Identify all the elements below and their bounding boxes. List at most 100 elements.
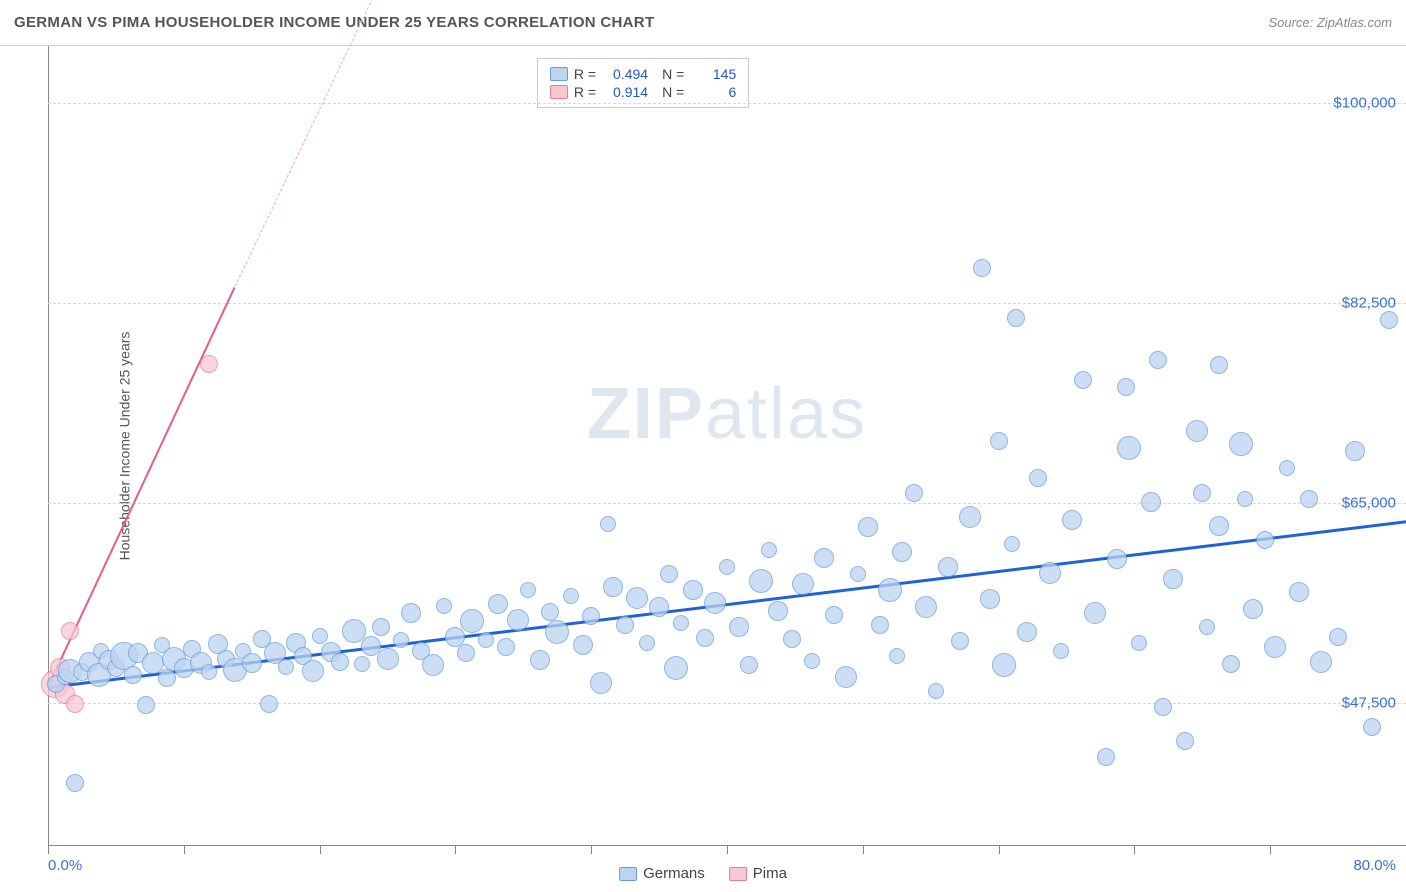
data-point-germans <box>393 632 409 648</box>
data-point-germans <box>649 597 669 617</box>
data-point-germans <box>1279 460 1295 476</box>
data-point-germans <box>66 774 84 792</box>
data-point-germans <box>1186 420 1208 442</box>
pima-r-value: 0.914 <box>602 84 648 100</box>
data-point-germans <box>992 653 1016 677</box>
data-point-germans <box>973 259 991 277</box>
data-point-germans <box>951 632 969 650</box>
y-tick-label: $47,500 <box>1342 695 1396 712</box>
data-point-germans <box>1380 311 1398 329</box>
germans-n-value: 145 <box>690 66 736 82</box>
data-point-germans <box>1062 510 1082 530</box>
data-point-germans <box>1300 490 1318 508</box>
data-point-germans <box>871 616 889 634</box>
swatch-pima <box>550 85 568 99</box>
data-point-germans <box>1163 569 1183 589</box>
data-point-germans <box>1210 356 1228 374</box>
data-point-germans <box>664 656 688 680</box>
data-point-germans <box>278 659 294 675</box>
data-point-germans <box>1289 582 1309 602</box>
swatch-germans-icon <box>619 867 637 881</box>
data-point-germans <box>858 517 878 537</box>
correlation-legend: R = 0.494 N = 145 R = 0.914 N = 6 <box>537 58 749 108</box>
data-point-germans <box>835 666 857 688</box>
data-point-germans <box>683 580 703 600</box>
data-point-germans <box>1074 371 1092 389</box>
data-point-germans <box>1229 432 1253 456</box>
data-point-germans <box>377 648 399 670</box>
data-point-germans <box>719 559 735 575</box>
data-point-germans <box>372 618 390 636</box>
x-tick <box>591 846 592 854</box>
data-point-germans <box>892 542 912 562</box>
data-point-pima <box>200 355 218 373</box>
data-point-germans <box>905 484 923 502</box>
data-point-germans <box>1264 636 1286 658</box>
pima-n-value: 6 <box>690 84 736 100</box>
data-point-germans <box>354 656 370 672</box>
y-axis-line <box>48 46 49 846</box>
legend-label-germans: Germans <box>643 865 705 882</box>
data-point-germans <box>520 582 536 598</box>
data-point-germans <box>1029 469 1047 487</box>
data-point-pima <box>61 622 79 640</box>
data-point-germans <box>312 628 328 644</box>
x-tick <box>727 846 728 854</box>
data-point-germans <box>639 635 655 651</box>
data-point-germans <box>889 648 905 664</box>
data-point-germans <box>124 666 142 684</box>
data-point-germans <box>331 653 349 671</box>
data-point-germans <box>990 432 1008 450</box>
data-point-germans <box>1117 378 1135 396</box>
legend-item-pima: Pima <box>729 865 787 882</box>
data-point-germans <box>1084 602 1106 624</box>
x-tick <box>320 846 321 854</box>
legend-item-germans: Germans <box>619 865 705 882</box>
data-point-germans <box>1039 562 1061 584</box>
data-point-germans <box>1329 628 1347 646</box>
data-point-germans <box>302 660 324 682</box>
data-point-germans <box>768 601 788 621</box>
data-point-germans <box>497 638 515 656</box>
data-point-germans <box>850 566 866 582</box>
data-point-germans <box>242 653 262 673</box>
series-legend: Germans Pima <box>619 865 787 882</box>
data-point-germans <box>1131 635 1147 651</box>
x-tick <box>184 846 185 854</box>
data-point-germans <box>422 654 444 676</box>
data-point-germans <box>783 630 801 648</box>
data-point-germans <box>915 596 937 618</box>
source-attribution: Source: ZipAtlas.com <box>1268 15 1392 30</box>
data-point-germans <box>582 607 600 625</box>
data-point-germans <box>761 542 777 558</box>
data-point-germans <box>1017 622 1037 642</box>
data-point-germans <box>1256 531 1274 549</box>
data-point-germans <box>938 557 958 577</box>
y-tick-label: $100,000 <box>1333 95 1396 112</box>
data-point-germans <box>696 629 714 647</box>
data-point-germans <box>792 573 814 595</box>
data-point-germans <box>928 683 944 699</box>
data-point-germans <box>457 644 475 662</box>
data-point-germans <box>1097 748 1115 766</box>
data-point-germans <box>616 616 634 634</box>
data-point-germans <box>1149 351 1167 369</box>
data-point-germans <box>573 635 593 655</box>
data-point-germans <box>1004 536 1020 552</box>
germans-r-value: 0.494 <box>602 66 648 82</box>
data-point-germans <box>545 620 569 644</box>
data-point-germans <box>137 696 155 714</box>
gridline <box>48 703 1406 704</box>
data-point-germans <box>1176 732 1194 750</box>
data-point-germans <box>600 516 616 532</box>
data-point-germans <box>825 606 843 624</box>
data-point-germans <box>1141 492 1161 512</box>
gridline <box>48 503 1406 504</box>
data-point-germans <box>1243 599 1263 619</box>
data-point-germans <box>590 672 612 694</box>
data-point-germans <box>729 617 749 637</box>
data-point-germans <box>1107 549 1127 569</box>
data-point-germans <box>488 594 508 614</box>
data-point-germans <box>541 603 559 621</box>
data-point-germans <box>460 609 484 633</box>
